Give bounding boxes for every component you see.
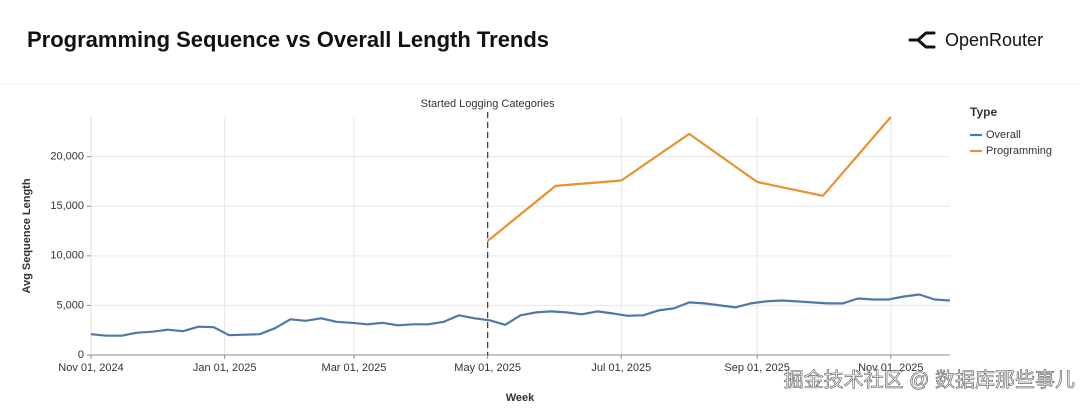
x-tick-label: Jul 01, 2025: [591, 362, 651, 374]
x-tick-label: Nov 01, 2024: [58, 362, 123, 374]
legend-label: Programming: [986, 145, 1052, 157]
y-axis-title: Avg Sequence Length: [21, 178, 33, 293]
legend-label: Overall: [986, 129, 1021, 141]
x-tick-label: Jan 01, 2025: [193, 362, 257, 374]
brand-name: OpenRouter: [945, 30, 1043, 50]
y-tick-label: 0: [78, 349, 84, 361]
series-line: [486, 116, 892, 242]
legend-title: Type: [970, 105, 997, 119]
x-tick-label: Nov 01, 2025: [858, 362, 923, 374]
annotation-label: Started Logging Categories: [421, 98, 555, 110]
y-tick-label: 20,000: [50, 151, 84, 163]
watermark: 掘金技术社区 @ 数据库那些事儿: [784, 368, 1075, 391]
page-title: Programming Sequence vs Overall Length T…: [27, 27, 549, 52]
y-tick-label: 10,000: [50, 250, 84, 262]
brand-logo: [908, 31, 936, 49]
series-line: [90, 293, 951, 337]
y-tick-label: 5,000: [56, 299, 84, 311]
x-tick-label: May 01, 2025: [454, 362, 521, 374]
x-axis-title: Week: [506, 392, 535, 404]
x-tick-label: Mar 01, 2025: [322, 362, 387, 374]
x-tick-label: Sep 01, 2025: [724, 362, 789, 374]
y-tick-label: 15,000: [50, 200, 84, 212]
